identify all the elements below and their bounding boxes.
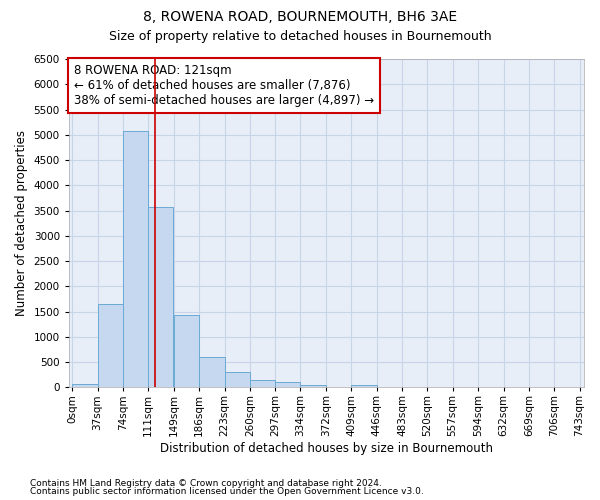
Bar <box>174 316 199 388</box>
Bar <box>250 380 275 388</box>
Bar <box>224 372 250 388</box>
Bar <box>98 304 123 388</box>
Bar <box>352 385 377 388</box>
Bar <box>275 382 300 388</box>
Bar <box>123 131 148 388</box>
X-axis label: Distribution of detached houses by size in Bournemouth: Distribution of detached houses by size … <box>160 442 493 455</box>
Bar <box>199 357 224 388</box>
Text: 8, ROWENA ROAD, BOURNEMOUTH, BH6 3AE: 8, ROWENA ROAD, BOURNEMOUTH, BH6 3AE <box>143 10 457 24</box>
Text: Contains public sector information licensed under the Open Government Licence v3: Contains public sector information licen… <box>30 487 424 496</box>
Bar <box>72 384 98 388</box>
Text: Contains HM Land Registry data © Crown copyright and database right 2024.: Contains HM Land Registry data © Crown c… <box>30 478 382 488</box>
Bar <box>148 207 173 388</box>
Text: 8 ROWENA ROAD: 121sqm
← 61% of detached houses are smaller (7,876)
38% of semi-d: 8 ROWENA ROAD: 121sqm ← 61% of detached … <box>74 64 374 107</box>
Text: Size of property relative to detached houses in Bournemouth: Size of property relative to detached ho… <box>109 30 491 43</box>
Bar <box>300 385 326 388</box>
Y-axis label: Number of detached properties: Number of detached properties <box>15 130 28 316</box>
